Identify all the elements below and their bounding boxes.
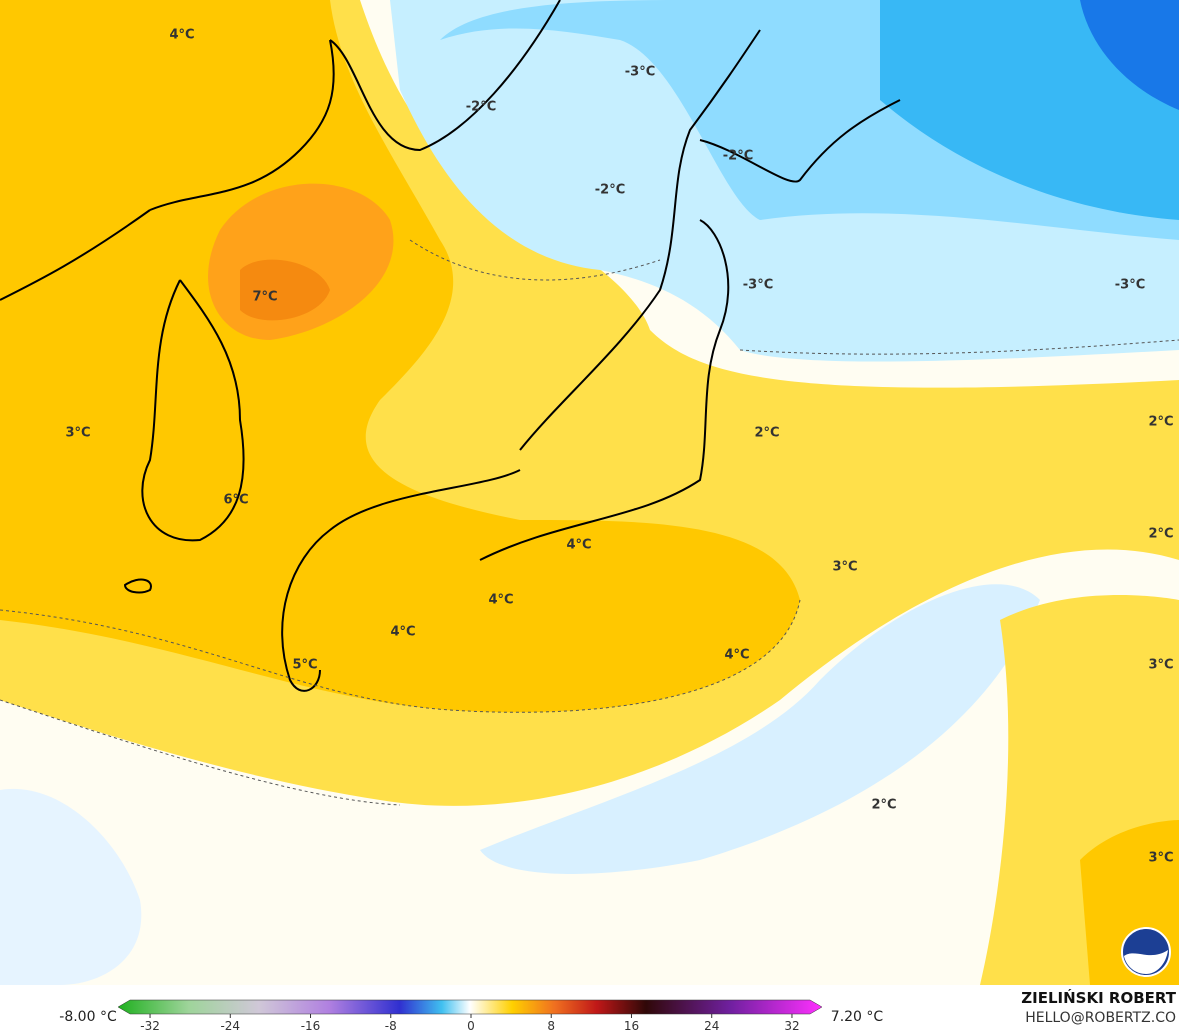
coldest-region [880, 0, 1179, 220]
map: 4°C -3°C -2°C -2°C -2°C 7°C -3°C -3°C 3°C 2°C 2°C 6… [0, 0, 1179, 985]
colorbar-tick-label: 16 [624, 1019, 639, 1033]
colorbar: -8.00 °C 7.20 °C -32 -24 -16 -8 0 8 16 24 32 [59, 999, 884, 1033]
contour-label: 2°C [1148, 527, 1173, 542]
contour-label: 4°C [566, 538, 591, 553]
contour-label: -3°C [625, 65, 655, 80]
contour-label: 2°C [871, 798, 896, 813]
noaa-logo [1121, 927, 1171, 977]
credit-contact: HELLO@ROBERTZ.CO [1025, 1010, 1176, 1026]
contour-label: 4°C [169, 28, 194, 43]
contour-label: 3°C [65, 426, 90, 441]
colorbar-ramp [117, 999, 823, 1015]
colorbar-tick-label: 24 [704, 1019, 719, 1033]
colorbar-tick-label: -24 [220, 1019, 240, 1033]
contour-label: 3°C [832, 560, 857, 575]
colorbar-tick-label: -32 [140, 1019, 160, 1033]
coastlines [0, 0, 901, 692]
cold-core [1080, 0, 1179, 110]
contour-labels: 4°C -3°C -2°C -2°C -2°C 7°C -3°C -3°C 3°C 2°C 2°C 6… [65, 28, 1173, 866]
contour-label: -2°C [466, 100, 496, 115]
colorbar-tick-label: 32 [784, 1019, 799, 1033]
colorbar-tick-label: 8 [547, 1019, 555, 1033]
cool-band [480, 584, 1040, 874]
warmer-region [0, 0, 800, 713]
contour-label: -2°C [723, 149, 753, 164]
colorbar-max: 7.20 °C [831, 1009, 884, 1025]
hottest-region [240, 259, 330, 321]
contour-label: 3°C [1148, 658, 1173, 673]
colorbar-tick-label: -16 [301, 1019, 321, 1033]
contours [0, 239, 1179, 806]
contour-label: 4°C [390, 625, 415, 640]
contour-label: 2°C [754, 426, 779, 441]
credit-author: ZIELIŃSKI ROBERT [1021, 988, 1176, 1007]
contour-label: 3°C [1148, 851, 1173, 866]
contour-label: -2°C [595, 183, 625, 198]
colorbar-min: -8.00 °C [59, 1009, 117, 1025]
contour-label: 6°C [223, 493, 248, 508]
colorbar-ticks: -32 -24 -16 -8 0 8 16 24 32 [140, 1014, 800, 1033]
contour-label: -3°C [743, 278, 773, 293]
cool-patch [0, 788, 142, 985]
contour-label: 5°C [292, 658, 317, 673]
colorbar-tick-label: -8 [385, 1019, 397, 1033]
contour-label: -3°C [1115, 278, 1145, 293]
contour-label: 2°C [1148, 415, 1173, 430]
contour-label: 4°C [488, 593, 513, 608]
contour-label: 4°C [724, 648, 749, 663]
contour-label: 7°C [252, 290, 277, 305]
colorbar-tick-label: 0 [467, 1019, 475, 1033]
